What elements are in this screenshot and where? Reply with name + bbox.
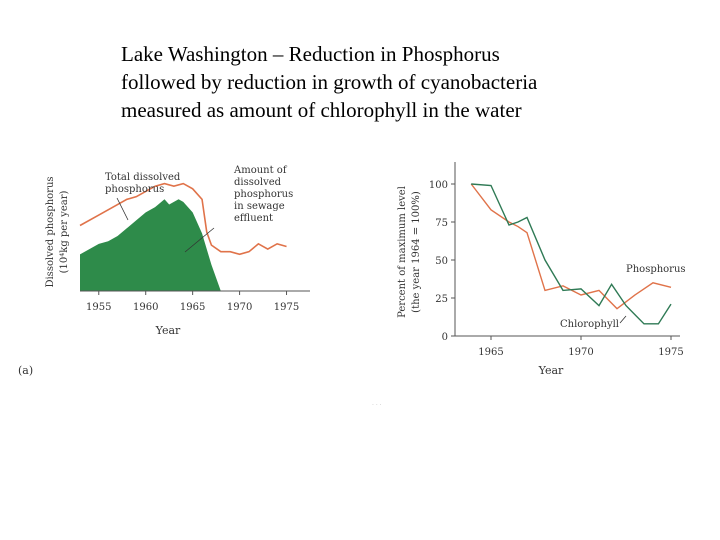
slide-title: Lake Washington – Reduction in Phosphoru… (121, 40, 641, 124)
annotation-line: phosphorus (234, 189, 293, 200)
series-label-chlorophyll: Chlorophyll (560, 319, 619, 330)
y-tick-label: 0 (442, 332, 448, 343)
title-line: Lake Washington – Reduction in Phosphoru… (121, 42, 500, 66)
x-tick-label: 1975 (658, 347, 683, 358)
total-phosphorus-line (79, 182, 287, 256)
annotation-line: in sewage (234, 201, 285, 212)
annotation-total-dissolved: Total dissolved phosphorus (105, 172, 184, 195)
x-tick-label: 1960 (133, 302, 158, 313)
chlorophyll-line (471, 183, 672, 325)
y-tick-label: 100 (429, 180, 448, 191)
annotation-line: Total dissolved (105, 172, 181, 183)
title-line: followed by reduction in growth of cyano… (121, 70, 538, 94)
y-axis-label-line2: (the year 1964 = 100%) (411, 191, 422, 313)
x-tick-label: 1965 (478, 347, 503, 358)
phosphorus-line (470, 183, 672, 310)
chart-phosphorus-loading: Dissolved phosphorus (10⁴kg per year) 19… (18, 165, 310, 377)
y-tick-label: 75 (435, 218, 448, 229)
annotation-line: phosphorus (105, 184, 164, 195)
annotation-line: effluent (234, 213, 273, 224)
y-axis-label-line1: Percent of maximum level (397, 186, 408, 318)
annotation-sewage: Amount of dissolved phosphorus in sewage… (233, 165, 296, 224)
series-leader-chlorophyll (619, 315, 627, 324)
panel-label: (a) (18, 364, 33, 377)
x-tick-label: 1955 (86, 302, 111, 313)
y-tick-label: 25 (435, 294, 448, 305)
x-axis-label: Year (538, 364, 564, 377)
series-label-phosphorus: Phosphorus (626, 264, 686, 275)
x-axis-label: Year (155, 324, 181, 337)
x-tick-label: 1970 (568, 347, 593, 358)
annotation-line: dissolved (234, 177, 282, 188)
y-axis-label-line1: Dissolved phosphorus (45, 176, 56, 287)
faint-mark: · · · (372, 402, 382, 409)
sewage-area (80, 199, 221, 291)
title-line: measured as amount of chlorophyll in the… (121, 98, 522, 122)
annotation-line: Amount of (233, 165, 288, 176)
x-tick-label: 1975 (274, 302, 299, 313)
annotation-leader-total (116, 197, 129, 221)
x-tick-label: 1970 (227, 302, 252, 313)
y-tick-label: 50 (435, 256, 448, 267)
annotation-leader-sewage (184, 227, 215, 253)
x-tick-label: 1965 (180, 302, 205, 313)
y-axis-label-line2: (10⁴kg per year) (59, 191, 70, 274)
chart-percent-maximum: Percent of maximum level (the year 1964 … (397, 162, 686, 377)
